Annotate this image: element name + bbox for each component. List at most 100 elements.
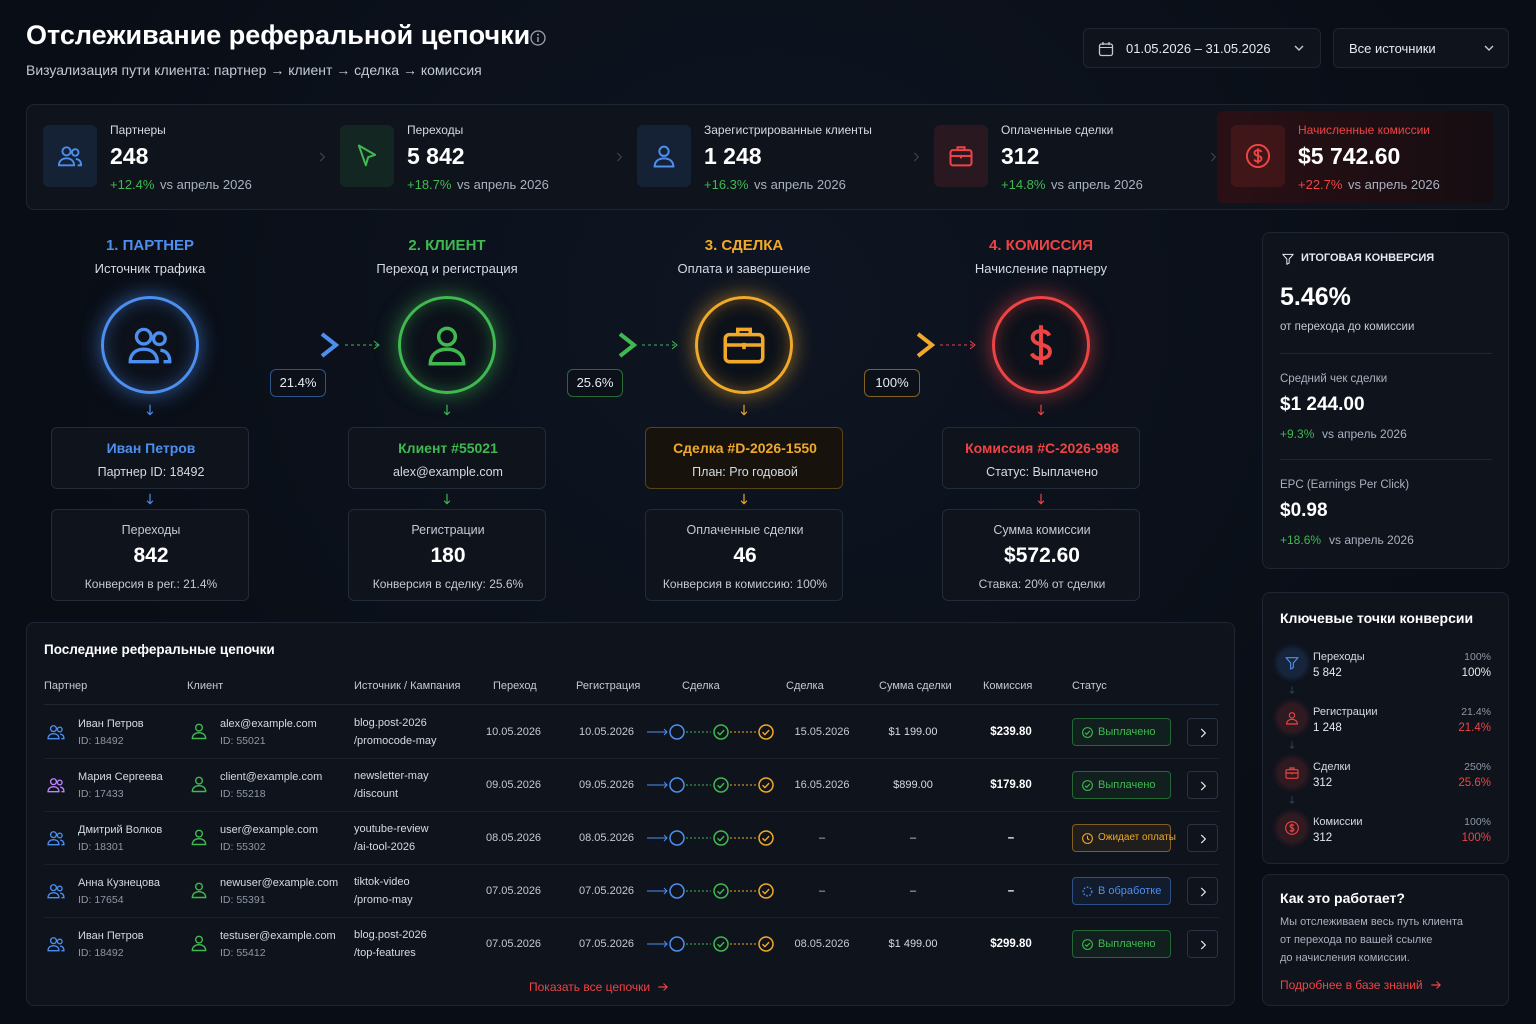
icon-part [713, 777, 729, 793]
step-circle [101, 296, 199, 394]
step-down-arrow [737, 397, 751, 423]
chain-svg [647, 724, 774, 740]
point-icon-svg-svg [1285, 657, 1299, 670]
partner-icon-svg [47, 778, 65, 793]
row-open-button[interactable] [1187, 771, 1218, 799]
icon-part [663, 887, 668, 895]
avg-label: Средний чек сделки [1280, 373, 1388, 385]
icon-part [56, 779, 63, 786]
step-subtitle: Оплата и завершение [677, 261, 811, 276]
metric-label: Оплаченные сделки [686, 523, 804, 537]
divider [44, 917, 1219, 918]
client-icon-svg [191, 776, 207, 793]
chevron [1196, 779, 1210, 793]
card-sub: Партнер ID: 18492 [97, 465, 205, 479]
kpi-label: Зарегистрированные клиенты [704, 123, 872, 137]
partner-icon-svg [47, 725, 65, 740]
deal-date: – [818, 885, 826, 897]
icon-part [56, 938, 63, 945]
icon-part [56, 832, 63, 839]
click-date: 10.05.2026 [486, 726, 542, 738]
summary-value: 5.46% [1280, 283, 1351, 311]
row-open-button[interactable] [1187, 877, 1218, 905]
metric-card: Переходы 842 Конверсия в рег.: 21.4% [51, 509, 249, 601]
avg-compare: vs апрель 2026 [1322, 427, 1407, 441]
icon-part [191, 943, 207, 952]
icon-part [1294, 45, 1304, 51]
card-title: Иван Петров [106, 440, 196, 456]
step-down-arrow [737, 490, 751, 508]
step-down-arrow-svg [740, 404, 748, 416]
icon-part [1288, 712, 1296, 719]
chain [645, 829, 775, 847]
point-icon-svg [1284, 820, 1300, 836]
icon-part [194, 882, 204, 891]
step-icon [422, 320, 472, 370]
icon-part [1084, 942, 1091, 948]
partner-name: Дмитрий Волков [78, 824, 163, 836]
how-link[interactable]: Подробнее в базе знаний [1280, 978, 1423, 992]
source: /promocode-may [354, 735, 437, 747]
icon-part [950, 146, 972, 159]
partner-id: ID: 18301 [78, 841, 124, 853]
icon-part [61, 146, 72, 157]
icon-part [969, 340, 976, 350]
kpi-icon [947, 142, 975, 170]
partner-name: Анна Кузнецова [78, 877, 160, 889]
status-icon-svg [1082, 727, 1093, 738]
icon-part [60, 945, 65, 952]
kpi-icon-box [637, 125, 691, 187]
client-icon-svg [191, 723, 207, 740]
column-header: Комиссия [983, 680, 1033, 692]
step-card: Иван Петров Партнер ID: 18492 [51, 427, 249, 489]
icon-part [1245, 143, 1271, 169]
source-select[interactable]: Все источники [1333, 28, 1509, 68]
info-icon[interactable] [530, 30, 546, 46]
step-title: 1. ПАРТНЕР [105, 237, 195, 254]
click-date: 08.05.2026 [486, 832, 542, 844]
metric-card: Сумма комиссии $572.60 Ставка: 20% от сдел… [942, 509, 1140, 601]
icon-part [1037, 493, 1045, 505]
point-pct-top: 100% [1464, 816, 1491, 828]
row-open-button[interactable] [1187, 718, 1218, 746]
filter-icon-svg [1282, 253, 1294, 265]
icon-part [616, 152, 623, 162]
partner-id: ID: 18492 [78, 947, 124, 959]
icon-part [658, 145, 670, 157]
kpi-icon-svg [1245, 143, 1271, 169]
icon-part [1286, 767, 1298, 775]
click-date: 07.05.2026 [486, 938, 542, 950]
chevron [1484, 45, 1494, 51]
column-header: Источник / Кампания [354, 680, 461, 692]
source: /top-features [354, 947, 416, 959]
icon-part [669, 724, 685, 740]
kpi-label: Оплаченные сделки [1001, 123, 1114, 137]
point-pct-bottom: 100% [1461, 667, 1491, 679]
status-badge: Ожидает оплаты [1072, 824, 1176, 852]
icon-part [319, 152, 326, 162]
row-open-button[interactable] [1187, 930, 1218, 958]
kpi-icon [1244, 142, 1272, 170]
icon-part [758, 883, 774, 899]
icon-part [1082, 780, 1093, 791]
partner-name: Мария Сергеева [78, 771, 163, 783]
kpi-value: 248 [110, 143, 149, 169]
icon-part [1431, 981, 1441, 989]
point-icon-svg [1284, 710, 1300, 726]
rate-badge: 100% [864, 369, 920, 397]
point-pct-bottom: 25.6% [1458, 777, 1491, 789]
card-title: Сделка #D-2026-1550 [673, 440, 817, 456]
row-open-button[interactable] [1187, 824, 1218, 852]
icon-part [75, 157, 83, 167]
date-picker[interactable]: 01.05.2026 – 31.05.2026 [1083, 28, 1321, 68]
show-all-link[interactable]: Показать все цепочки [529, 980, 651, 994]
icon-part [1200, 940, 1207, 950]
source-filter: Все источники [1349, 41, 1436, 56]
point-connector-svg [1289, 796, 1295, 804]
icon-part [49, 937, 58, 945]
column-header: Переход [493, 680, 537, 692]
partner-icon [46, 934, 66, 954]
column-header: Партнер [44, 680, 88, 692]
icon-part [913, 152, 920, 162]
